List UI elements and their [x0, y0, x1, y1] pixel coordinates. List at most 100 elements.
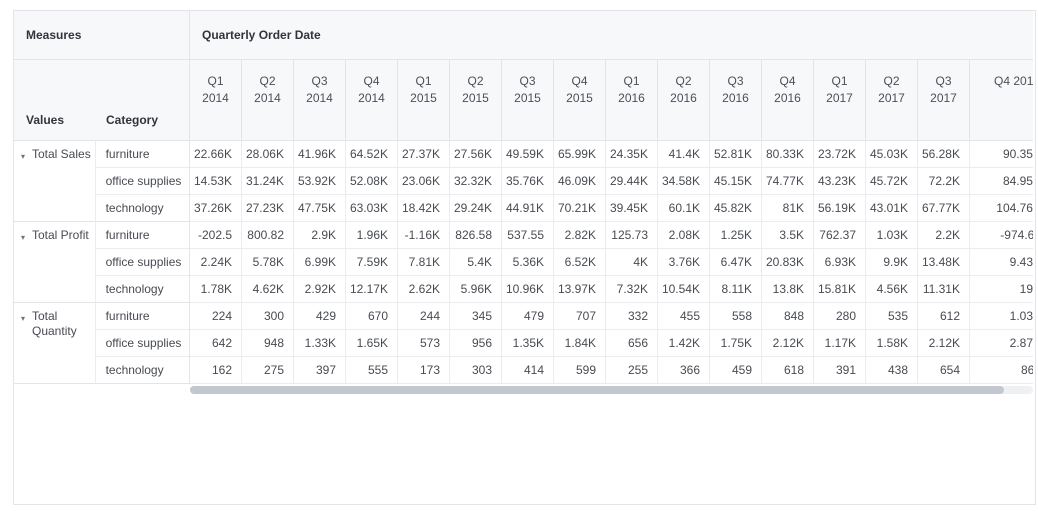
table-cell: 555 — [346, 357, 398, 384]
table-cell: 9.9K — [866, 249, 918, 276]
table-cell: 1.96K — [346, 222, 398, 249]
table-cell: 41.4K — [658, 141, 710, 168]
table-cell: 1.35K — [502, 330, 554, 357]
values-category-header-cell: Values Category — [14, 60, 189, 141]
table-row: 14.53K 31.24K 53.92K 52.08K 23.06K 32.32K 35.7… — [190, 168, 1033, 195]
caret-down-icon[interactable]: ▾ — [21, 233, 26, 242]
category-cell: office supplies — [95, 168, 189, 195]
table-cell: 414 — [502, 357, 554, 384]
table-cell: 1.58K — [866, 330, 918, 357]
category-column: furniture office supplies technology — [95, 141, 189, 222]
column-header-year: 2017 — [826, 91, 853, 105]
column-header: Q4 2014 — [346, 60, 398, 140]
column-header-year: 2014 — [358, 91, 385, 105]
table-cell: 224 — [190, 303, 242, 330]
table-cell: 862 — [970, 357, 1033, 384]
table-cell: 60.1K — [658, 195, 710, 222]
column-header: Q3 2016 — [710, 60, 762, 140]
horizontal-scrollbar-track[interactable] — [190, 386, 1033, 394]
table-cell: 13.48K — [918, 249, 970, 276]
category-cell: technology — [95, 195, 189, 222]
category-label: Category — [106, 113, 159, 127]
column-header-quarter: Q3 — [727, 74, 744, 88]
table-cell: 2.87K — [970, 330, 1033, 357]
column-header-quarter: Q2 — [467, 74, 484, 88]
table-cell: 948 — [242, 330, 294, 357]
table-cell: 2.82K — [554, 222, 606, 249]
table-cell: 429 — [294, 303, 346, 330]
table-cell: 13.97K — [554, 276, 606, 303]
table-cell: 43.01K — [866, 195, 918, 222]
column-header-quarter: Q1 — [207, 74, 224, 88]
column-header: Q4 2016 — [762, 60, 814, 140]
column-header: Q3 2015 — [502, 60, 554, 140]
table-cell: 7.59K — [346, 249, 398, 276]
caret-down-icon[interactable]: ▾ — [21, 314, 26, 323]
data-scroll-content: Quarterly Order Date Q1 2014 Q2 2014 Q3 2014 Q… — [190, 11, 1033, 384]
table-cell: 49.59K — [502, 141, 554, 168]
table-cell: 20.83K — [762, 249, 814, 276]
table-cell: 7.32K — [606, 276, 658, 303]
table-cell: 255 — [606, 357, 658, 384]
table-cell: 72.2K — [918, 168, 970, 195]
table-cell: 56.19K — [814, 195, 866, 222]
table-cell: 6.99K — [294, 249, 346, 276]
quarterly-order-date-header-cell: Quarterly Order Date — [190, 11, 1033, 60]
table-cell: 70.21K — [554, 195, 606, 222]
column-header-quarter: Q1 — [623, 74, 640, 88]
category-column: furniture office supplies technology — [95, 222, 189, 303]
table-cell: 34.58K — [658, 168, 710, 195]
table-cell: 19K — [970, 276, 1033, 303]
column-header-quarter: Q4 — [571, 74, 588, 88]
table-cell: 612 — [918, 303, 970, 330]
table-cell: 2.9K — [294, 222, 346, 249]
column-header-year: 2015 — [410, 91, 437, 105]
column-header-quarter: Q2 — [883, 74, 900, 88]
table-cell: 81K — [762, 195, 814, 222]
table-cell: 956 — [450, 330, 502, 357]
category-cell: furniture — [95, 222, 189, 249]
column-header-year: 2014 — [306, 91, 333, 105]
column-header-quarter: Q3 — [311, 74, 328, 88]
table-cell: 29.24K — [450, 195, 502, 222]
table-cell: 90.35K — [970, 141, 1033, 168]
column-header-quarter: Q4 — [779, 74, 796, 88]
category-cell: office supplies — [95, 330, 189, 357]
measure-label: Total Profit — [32, 228, 89, 242]
table-cell: 64.52K — [346, 141, 398, 168]
table-cell: 14.53K — [190, 168, 242, 195]
caret-down-icon[interactable]: ▾ — [21, 152, 26, 161]
table-cell: 104.76K — [970, 195, 1033, 222]
table-cell: -202.5 — [190, 222, 242, 249]
horizontal-scrollbar-thumb[interactable] — [190, 386, 1004, 394]
table-cell: 18.42K — [398, 195, 450, 222]
values-label: Values — [26, 113, 65, 127]
table-cell: 10.96K — [502, 276, 554, 303]
table-cell: 1.65K — [346, 330, 398, 357]
measure-cell: ▾ Total Sales — [14, 141, 96, 222]
table-cell: 1.17K — [814, 330, 866, 357]
row-header-pane: Measures Values Category ▾ Total Sales fur… — [14, 11, 190, 384]
column-header-quarter: Q2 — [259, 74, 276, 88]
table-cell: 27.56K — [450, 141, 502, 168]
table-cell: -974.63 — [970, 222, 1033, 249]
table-cell: 656 — [606, 330, 658, 357]
table-cell: 74.77K — [762, 168, 814, 195]
column-header-quarter: Q4 — [363, 74, 380, 88]
table-cell: 31.24K — [242, 168, 294, 195]
table-cell: 303 — [450, 357, 502, 384]
column-header: Q1 2014 — [190, 60, 242, 140]
table-cell: 3.76K — [658, 249, 710, 276]
table-cell: 11.31K — [918, 276, 970, 303]
table-cell: 10.54K — [658, 276, 710, 303]
table-cell: 2.92K — [294, 276, 346, 303]
table-cell: -1.16K — [398, 222, 450, 249]
table-cell: 280 — [814, 303, 866, 330]
table-cell: 826.58 — [450, 222, 502, 249]
table-cell: 35.76K — [502, 168, 554, 195]
table-cell: 45.72K — [866, 168, 918, 195]
column-header: Q3 2014 — [294, 60, 346, 140]
column-header-year: 2015 — [462, 91, 489, 105]
table-cell: 670 — [346, 303, 398, 330]
table-cell: 618 — [762, 357, 814, 384]
